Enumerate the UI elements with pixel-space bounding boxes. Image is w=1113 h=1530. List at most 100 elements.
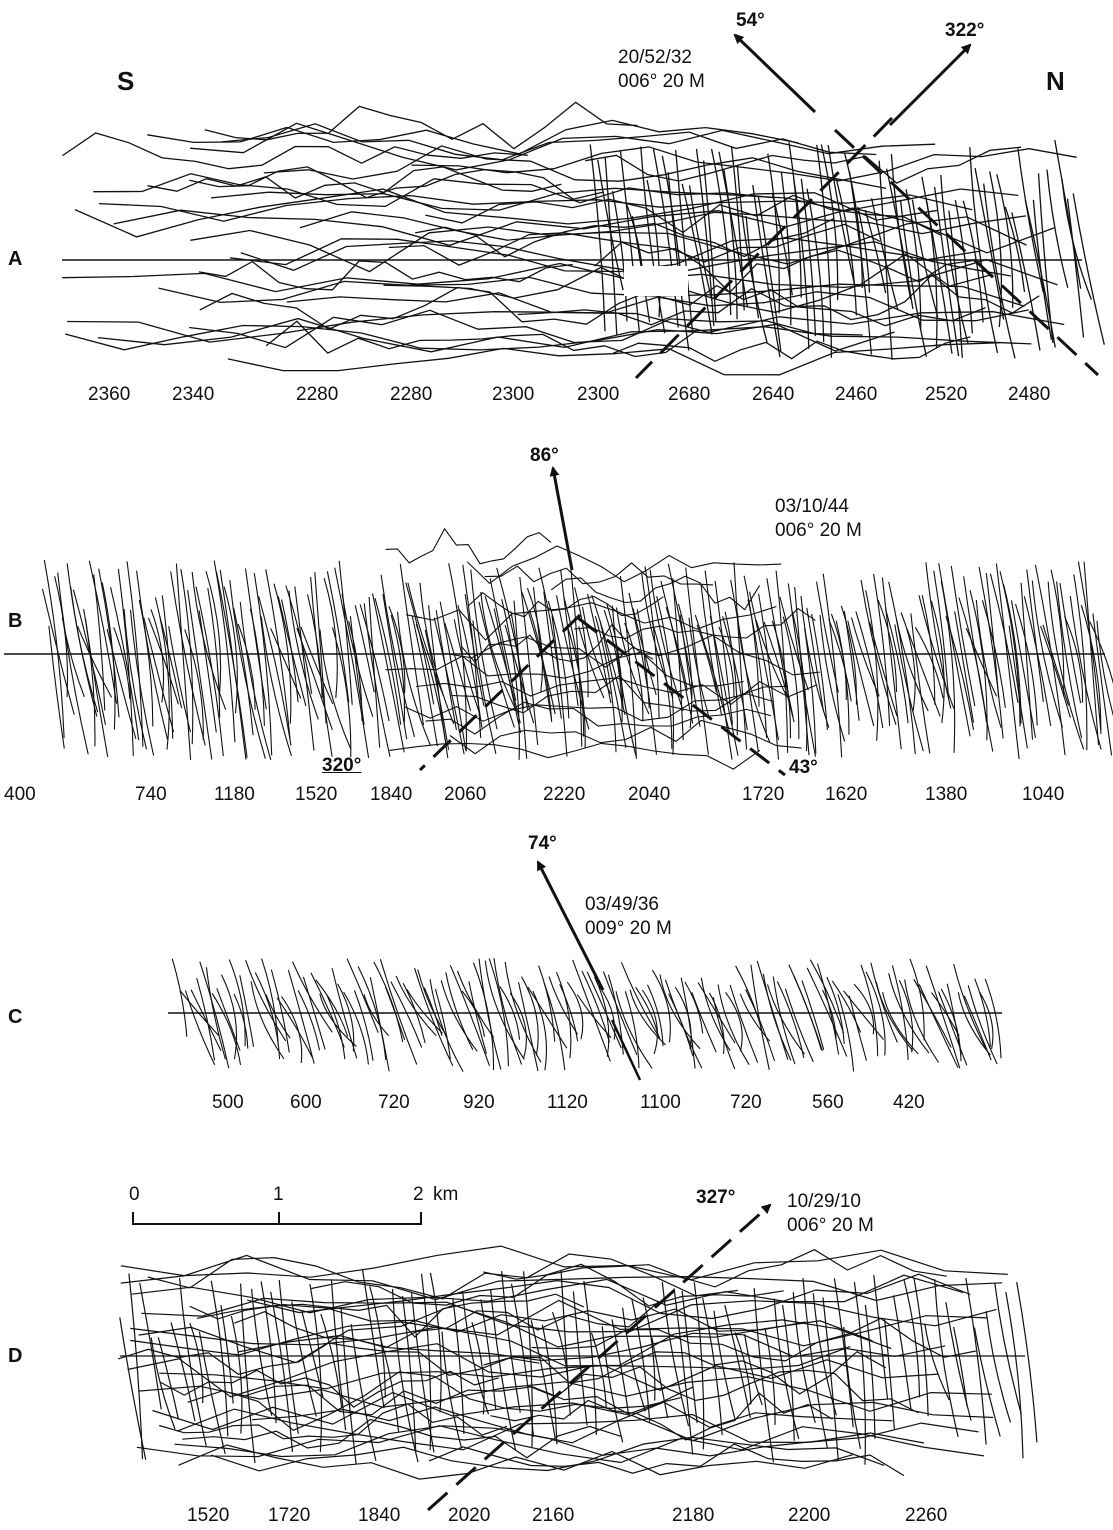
contour-line xyxy=(414,217,835,258)
contour-line xyxy=(411,146,1077,182)
contour-line xyxy=(1089,621,1113,685)
contour-line xyxy=(736,165,768,343)
contour-line xyxy=(757,195,782,351)
contour-line xyxy=(439,601,467,751)
contour-line xyxy=(390,981,423,1048)
contour-line xyxy=(954,199,974,334)
contour-line xyxy=(139,1282,162,1410)
contour-line xyxy=(319,629,352,750)
panel-b-note-line1: 03/10/44 xyxy=(775,496,849,517)
contour-line xyxy=(550,575,761,611)
contour-line xyxy=(725,991,743,1052)
contour-line xyxy=(570,570,583,747)
contour-line xyxy=(708,992,725,1054)
contour-line xyxy=(301,1311,324,1398)
contour-line xyxy=(219,569,247,760)
contour-line xyxy=(762,973,792,1061)
depth-label: 400 xyxy=(4,784,36,805)
contour-line xyxy=(423,987,443,1036)
panel-d-note-line1: 10/29/10 xyxy=(787,1191,861,1212)
contour-line xyxy=(401,1295,417,1451)
contour-line xyxy=(884,1319,895,1430)
contour-line xyxy=(612,336,971,363)
contour-line xyxy=(61,617,85,697)
contour-line xyxy=(581,970,611,1043)
contour-line xyxy=(560,1270,571,1416)
contour-line xyxy=(379,959,418,1065)
contour-line xyxy=(260,616,292,756)
contour-line xyxy=(228,959,246,1047)
contour-line xyxy=(204,101,638,150)
contour-line xyxy=(453,619,480,712)
depth-label: 2260 xyxy=(905,1505,948,1526)
contour-line xyxy=(860,964,879,1057)
contour-line xyxy=(229,237,1012,277)
contour-line xyxy=(680,977,696,1069)
contour-line xyxy=(597,159,624,291)
contour-line xyxy=(792,177,810,349)
contour-line xyxy=(775,570,789,753)
contour-line xyxy=(967,985,998,1065)
contour-line xyxy=(756,960,789,1060)
contour-line xyxy=(803,627,817,754)
contour-line xyxy=(921,594,936,705)
contour-line xyxy=(865,590,879,741)
contour-line xyxy=(451,674,788,714)
contour-line xyxy=(809,959,845,1034)
depth-label: 2640 xyxy=(752,384,795,405)
panel-a-dashed-line-2 xyxy=(833,128,1100,377)
contour-line xyxy=(780,172,792,326)
panel-d-note: 10/29/10 006° 20 M xyxy=(787,1190,874,1238)
contour-line xyxy=(220,1305,234,1404)
contour-line xyxy=(138,1376,992,1412)
contour-line xyxy=(1042,624,1070,706)
contour-line xyxy=(820,144,839,301)
contour-line xyxy=(211,993,242,1065)
contour-line xyxy=(946,983,962,1055)
contour-line xyxy=(233,608,254,736)
contour-line xyxy=(784,988,814,1063)
contour-line xyxy=(1047,581,1085,750)
contour-line xyxy=(440,980,478,1052)
contour-line xyxy=(1011,212,1041,351)
contour-line xyxy=(933,570,950,699)
contour-line xyxy=(521,976,539,1056)
contour-line xyxy=(773,1298,800,1439)
contour-line xyxy=(501,599,520,760)
contour-line xyxy=(291,1301,317,1417)
scale-tick-1: 1 xyxy=(273,1184,284,1205)
contour-line xyxy=(736,613,771,743)
depth-label: 600 xyxy=(290,1092,322,1113)
contour-line xyxy=(178,1444,853,1480)
contour-line xyxy=(712,997,736,1070)
panel-c-note-line2: 009° 20 M xyxy=(585,918,672,939)
contour-line xyxy=(764,1328,776,1425)
contour-line xyxy=(868,621,898,717)
contour-line xyxy=(957,992,991,1056)
contour-line xyxy=(806,188,825,343)
contour-line xyxy=(382,593,408,740)
contour-line xyxy=(405,602,777,641)
contour-line xyxy=(979,991,994,1050)
contour-line xyxy=(853,1281,866,1465)
contour-line xyxy=(229,580,266,759)
contour-line xyxy=(1008,625,1028,749)
contour-line xyxy=(543,591,562,719)
contour-line xyxy=(159,1403,508,1440)
contour-line xyxy=(611,190,628,322)
contour-line xyxy=(753,1288,775,1463)
contour-line xyxy=(713,1310,736,1421)
depth-label: 2680 xyxy=(668,384,711,405)
contour-line xyxy=(143,617,175,733)
panel-a-angle-322: 322° xyxy=(945,20,985,41)
contour-line xyxy=(62,132,528,170)
contour-line xyxy=(642,1297,656,1401)
contour-line xyxy=(196,977,216,1061)
contour-line xyxy=(72,589,107,726)
contour-line xyxy=(572,959,611,1062)
contour-line xyxy=(688,185,713,301)
contour-line xyxy=(150,1337,176,1430)
contour-line xyxy=(695,148,715,327)
panel-b-angle-320: 320° xyxy=(322,755,362,776)
contour-line xyxy=(385,651,744,687)
